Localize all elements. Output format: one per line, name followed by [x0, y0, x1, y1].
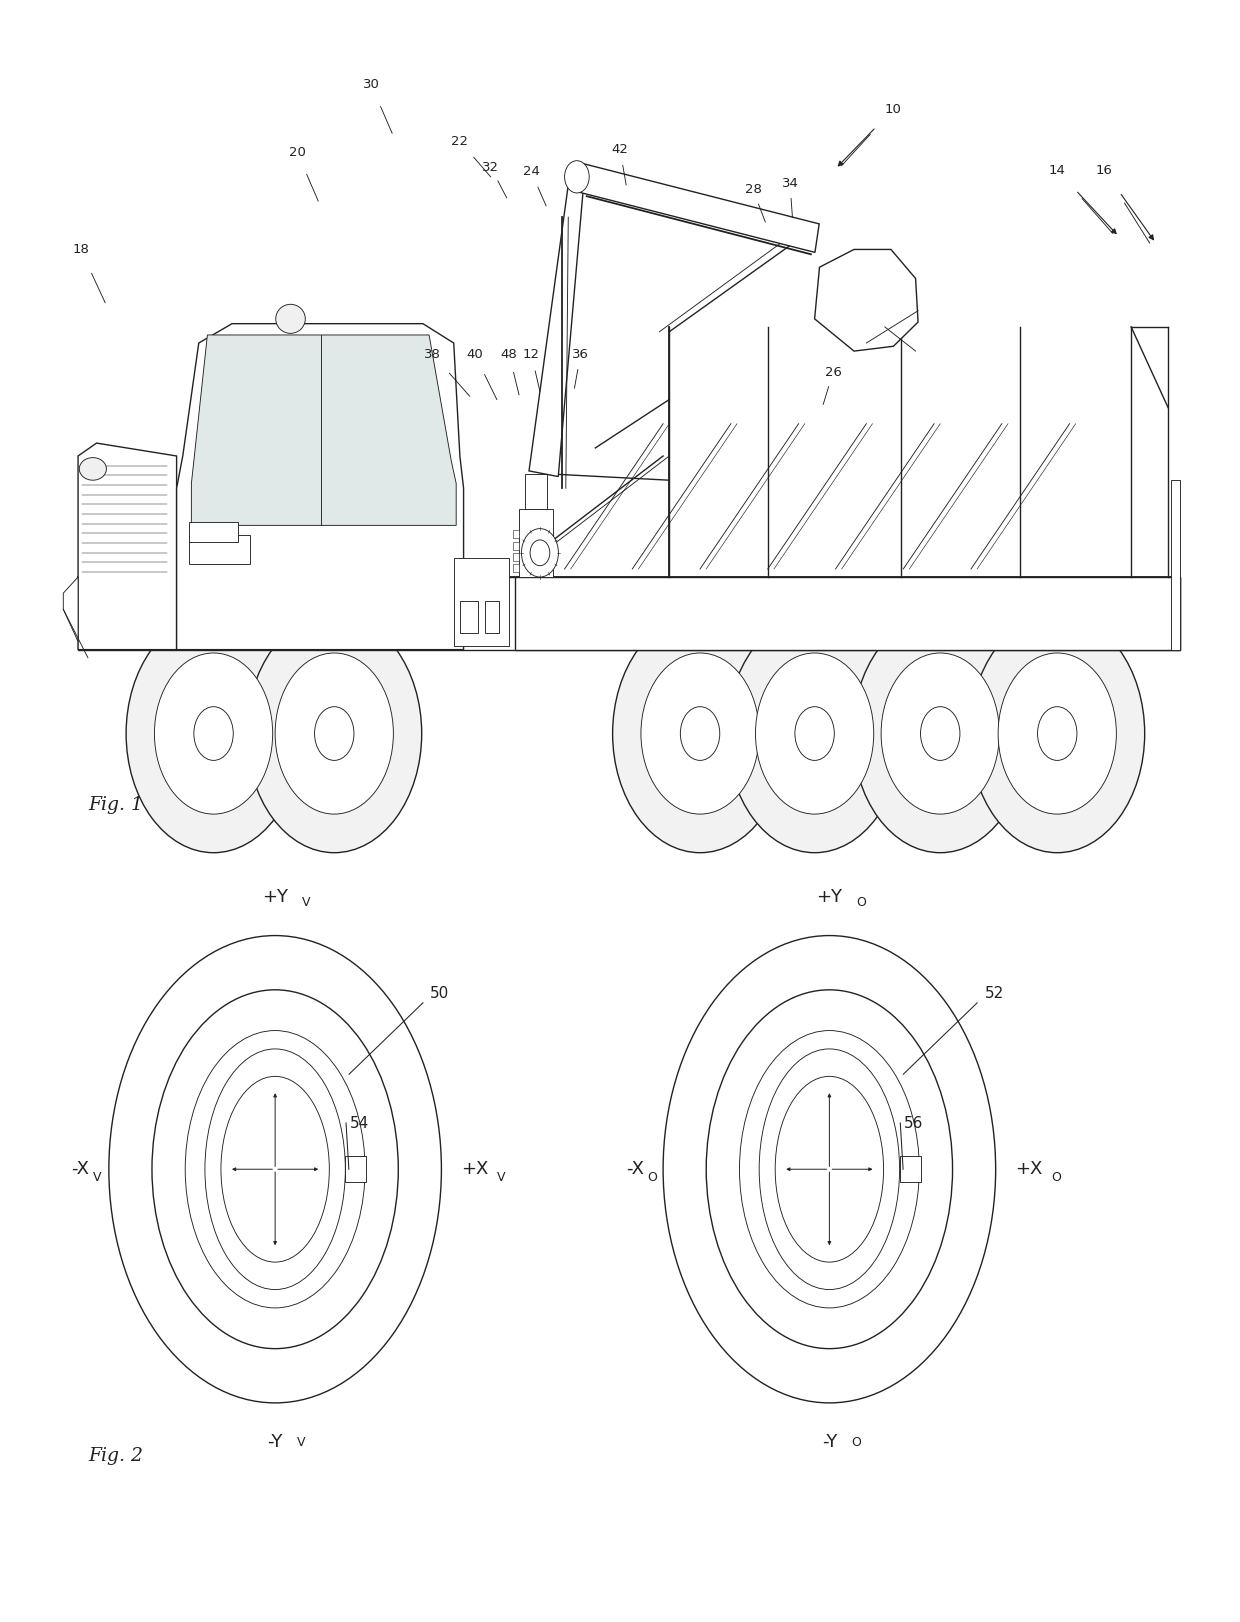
Ellipse shape: [275, 305, 305, 334]
Circle shape: [529, 540, 549, 566]
Text: V: V: [496, 1171, 505, 1184]
Ellipse shape: [193, 707, 233, 761]
Text: V: V: [93, 1171, 102, 1184]
Ellipse shape: [641, 654, 759, 814]
Text: +X: +X: [461, 1160, 489, 1178]
Ellipse shape: [775, 1077, 884, 1262]
Polygon shape: [815, 250, 918, 350]
Bar: [526, 474, 547, 509]
Text: 30: 30: [363, 78, 379, 91]
Polygon shape: [529, 175, 584, 477]
Ellipse shape: [755, 654, 874, 814]
Ellipse shape: [739, 1030, 919, 1307]
Text: -Y: -Y: [268, 1432, 283, 1452]
Bar: [78, 577, 1180, 650]
Ellipse shape: [109, 936, 441, 1403]
Ellipse shape: [613, 615, 787, 853]
Text: -Y: -Y: [822, 1432, 837, 1452]
Text: +Y: +Y: [816, 887, 842, 905]
Ellipse shape: [759, 1049, 899, 1289]
Ellipse shape: [205, 1049, 345, 1289]
Ellipse shape: [79, 457, 107, 480]
Ellipse shape: [998, 654, 1116, 814]
Bar: [485, 602, 500, 634]
Text: 54: 54: [350, 1116, 370, 1131]
Text: 40: 40: [466, 347, 484, 360]
Ellipse shape: [970, 615, 1145, 853]
Text: V: V: [303, 895, 311, 908]
Ellipse shape: [126, 615, 301, 853]
Ellipse shape: [795, 707, 835, 761]
Ellipse shape: [185, 1030, 365, 1307]
Circle shape: [564, 161, 589, 193]
Text: 20: 20: [289, 146, 306, 159]
Text: 52: 52: [985, 986, 1004, 1001]
Text: O: O: [857, 895, 867, 908]
Bar: [460, 602, 479, 634]
Bar: [188, 535, 250, 564]
Ellipse shape: [275, 654, 393, 814]
Text: O: O: [1050, 1171, 1060, 1184]
Text: 24: 24: [523, 165, 539, 178]
Ellipse shape: [663, 936, 996, 1403]
Circle shape: [522, 529, 558, 577]
Ellipse shape: [221, 1077, 330, 1262]
Ellipse shape: [315, 707, 353, 761]
Bar: [520, 509, 553, 577]
Bar: [513, 553, 520, 561]
Text: 10: 10: [885, 102, 901, 115]
Text: 42: 42: [611, 143, 629, 156]
Bar: [516, 577, 1180, 650]
Text: O: O: [647, 1171, 657, 1184]
Text: 28: 28: [744, 183, 761, 196]
Text: 14: 14: [1049, 164, 1065, 177]
Text: 32: 32: [482, 161, 500, 174]
Text: 16: 16: [1096, 164, 1112, 177]
Ellipse shape: [882, 654, 999, 814]
Ellipse shape: [153, 989, 398, 1348]
Text: 38: 38: [424, 347, 441, 360]
Text: 56: 56: [904, 1116, 924, 1131]
Text: 34: 34: [781, 177, 799, 190]
Ellipse shape: [853, 615, 1028, 853]
Polygon shape: [191, 336, 456, 526]
Text: +Y: +Y: [262, 887, 288, 905]
Polygon shape: [176, 324, 464, 650]
Ellipse shape: [1038, 707, 1078, 761]
Bar: [188, 522, 238, 542]
Text: 18: 18: [72, 243, 89, 256]
Bar: [513, 542, 520, 550]
Polygon shape: [63, 577, 78, 642]
Bar: [513, 564, 520, 573]
Text: Fig. 1: Fig. 1: [88, 796, 143, 814]
Ellipse shape: [920, 707, 960, 761]
Ellipse shape: [707, 989, 952, 1348]
Bar: [345, 1156, 366, 1182]
Text: 12: 12: [523, 347, 539, 360]
Text: -X: -X: [72, 1160, 89, 1178]
Text: 48: 48: [501, 347, 517, 360]
Bar: [1171, 480, 1180, 650]
Text: O: O: [852, 1435, 862, 1448]
Text: -X: -X: [626, 1160, 644, 1178]
Text: 50: 50: [430, 986, 450, 1001]
Text: 26: 26: [825, 365, 842, 378]
Bar: [513, 530, 520, 539]
Text: 22: 22: [451, 135, 469, 148]
Text: 36: 36: [572, 347, 589, 360]
Text: Fig. 2: Fig. 2: [88, 1447, 143, 1465]
Ellipse shape: [155, 654, 273, 814]
Text: +X: +X: [1016, 1160, 1043, 1178]
Ellipse shape: [727, 615, 901, 853]
Polygon shape: [575, 162, 820, 253]
Ellipse shape: [247, 615, 422, 853]
Polygon shape: [78, 443, 176, 650]
Bar: [899, 1156, 920, 1182]
Text: V: V: [298, 1435, 306, 1448]
Bar: [454, 558, 510, 647]
Ellipse shape: [681, 707, 719, 761]
